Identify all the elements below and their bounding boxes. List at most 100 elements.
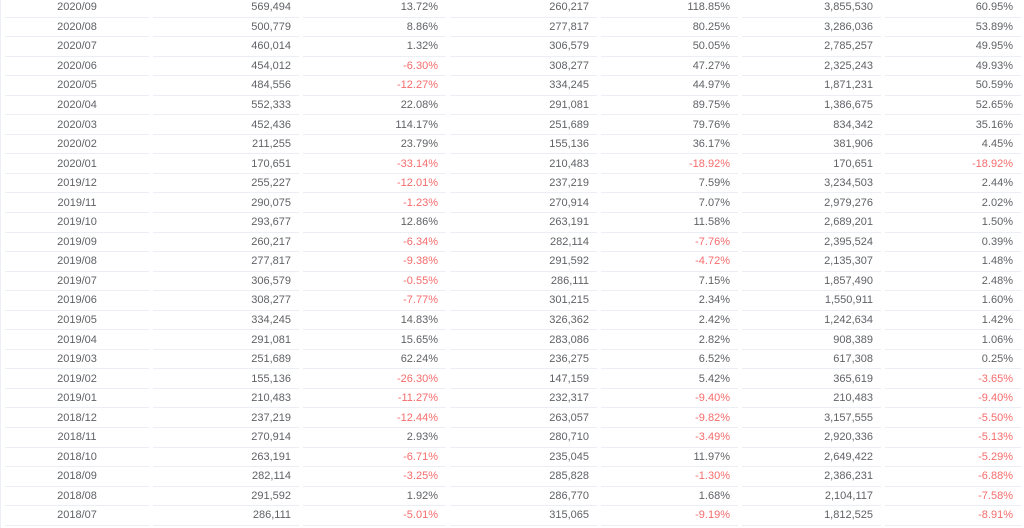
table-row: 2020/03 452,436 114.17% 251,689 79.76% 834,34… [5,115,1021,135]
percent-2-cell: 79.76% [601,115,738,135]
percent-2-cell: 89.75% [601,95,738,116]
value-1-cell: 291,592 [153,486,299,507]
table-row: 2018/12 237,219 -12.44% 263,057 -9.82% 3,157,… [5,408,1021,429]
percent-3-cell: 49.95% [885,37,1021,57]
percent-2-cell: -18.92% [601,154,738,174]
percent-2-cell: 6.52% [601,349,738,370]
percent-2-cell: -9.82% [601,408,738,429]
value-2-cell: 263,191 [450,213,597,233]
percent-2-cell: 44.97% [601,76,738,96]
percent-3-cell: -5.29% [885,447,1021,468]
value-2-cell: 291,592 [450,252,597,272]
percent-1-cell: -0.55% [303,271,446,292]
date-cell: 2020/07 [5,37,149,57]
date-cell: 2018/08 [5,486,149,507]
value-1-cell: 290,075 [153,193,299,214]
percent-3-cell: -8.91% [885,506,1021,526]
value-1-cell: 484,556 [153,76,299,96]
value-3-cell: 170,651 [742,154,881,174]
percent-3-cell: 1.60% [885,291,1021,311]
table-row: 2020/07 460,014 1.32% 306,579 50.05% 2,785,25… [5,37,1021,57]
percent-3-cell: 35.16% [885,115,1021,135]
percent-2-cell: 5.42% [601,369,738,389]
value-1-cell: 237,219 [153,408,299,429]
table-row: 2020/02 211,255 23.79% 155,136 36.17% 381,906… [5,134,1021,155]
value-3-cell: 3,157,555 [742,408,881,429]
date-cell: 2019/04 [5,330,149,350]
percent-2-cell: 36.17% [601,134,738,155]
table-row: 2020/08 500,779 8.86% 277,817 80.25% 3,286,03… [5,17,1021,38]
value-2-cell: 306,579 [450,37,597,57]
value-1-cell: 552,333 [153,95,299,116]
value-3-cell: 1,812,525 [742,506,881,526]
percent-1-cell: 14.83% [303,310,446,331]
date-cell: 2019/12 [5,173,149,194]
date-cell: 2020/06 [5,56,149,77]
value-1-cell: 255,227 [153,173,299,194]
percent-3-cell: -5.50% [885,408,1021,429]
percent-1-cell: 2.93% [303,428,446,448]
percent-3-cell: 2.02% [885,193,1021,214]
percent-3-cell: 1.06% [885,330,1021,350]
date-cell: 2019/07 [5,271,149,292]
value-3-cell: 2,649,422 [742,447,881,468]
percent-1-cell: -11.27% [303,388,446,409]
percent-2-cell: 80.25% [601,17,738,38]
percent-1-cell: -3.25% [303,467,446,487]
percent-1-cell: -12.27% [303,76,446,96]
value-2-cell: 210,483 [450,154,597,174]
date-cell: 2020/08 [5,17,149,38]
percent-3-cell: 1.48% [885,252,1021,272]
value-1-cell: 569,494 [153,0,299,18]
percent-1-cell: -1.23% [303,193,446,214]
percent-3-cell: -7.58% [885,486,1021,507]
value-3-cell: 908,389 [742,330,881,350]
percent-2-cell: 50.05% [601,37,738,57]
date-cell: 2019/01 [5,388,149,409]
percent-2-cell: 7.15% [601,271,738,292]
percent-3-cell: -9.40% [885,388,1021,409]
value-3-cell: 1,386,675 [742,95,881,116]
value-2-cell: 263,057 [450,408,597,429]
table-row: 2018/09 282,114 -3.25% 285,828 -1.30% 2,386,2… [5,467,1021,487]
value-2-cell: 283,086 [450,330,597,350]
percent-1-cell: -12.01% [303,173,446,194]
table-row: 2019/10 293,677 12.86% 263,191 11.58% 2,689,2… [5,213,1021,233]
value-2-cell: 147,159 [450,369,597,389]
percent-3-cell: -6.88% [885,467,1021,487]
percent-2-cell: 47.27% [601,56,738,77]
percent-1-cell: 62.24% [303,349,446,370]
value-2-cell: 232,317 [450,388,597,409]
value-2-cell: 286,770 [450,486,597,507]
percent-3-cell: 0.39% [885,232,1021,253]
percent-3-cell: 53.89% [885,17,1021,38]
value-3-cell: 1,871,231 [742,76,881,96]
value-1-cell: 308,277 [153,291,299,311]
value-3-cell: 2,920,336 [742,428,881,448]
value-1-cell: 211,255 [153,134,299,155]
percent-1-cell: 23.79% [303,134,446,155]
value-2-cell: 235,045 [450,447,597,468]
percent-1-cell: 1.92% [303,486,446,507]
percent-2-cell: -7.76% [601,232,738,253]
table-row: 2019/12 255,227 -12.01% 237,219 7.59% 3,234,5… [5,173,1021,194]
value-2-cell: 155,136 [450,134,597,155]
percent-2-cell: 2.34% [601,291,738,311]
value-3-cell: 2,135,307 [742,252,881,272]
percent-2-cell: 1.68% [601,486,738,507]
percent-2-cell: 2.82% [601,330,738,350]
percent-3-cell: 1.42% [885,310,1021,331]
table-row: 2018/11 270,914 2.93% 280,710 -3.49% 2,920,33… [5,428,1021,448]
value-1-cell: 270,914 [153,428,299,448]
value-3-cell: 617,308 [742,349,881,370]
percent-1-cell: 22.08% [303,95,446,116]
percent-1-cell: -5.01% [303,506,446,526]
date-cell: 2019/02 [5,369,149,389]
percent-1-cell: -26.30% [303,369,446,389]
percent-1-cell: 13.72% [303,0,446,18]
date-cell: 2020/01 [5,154,149,174]
value-3-cell: 2,395,524 [742,232,881,253]
percent-2-cell: 2.42% [601,310,738,331]
date-cell: 2020/05 [5,76,149,96]
